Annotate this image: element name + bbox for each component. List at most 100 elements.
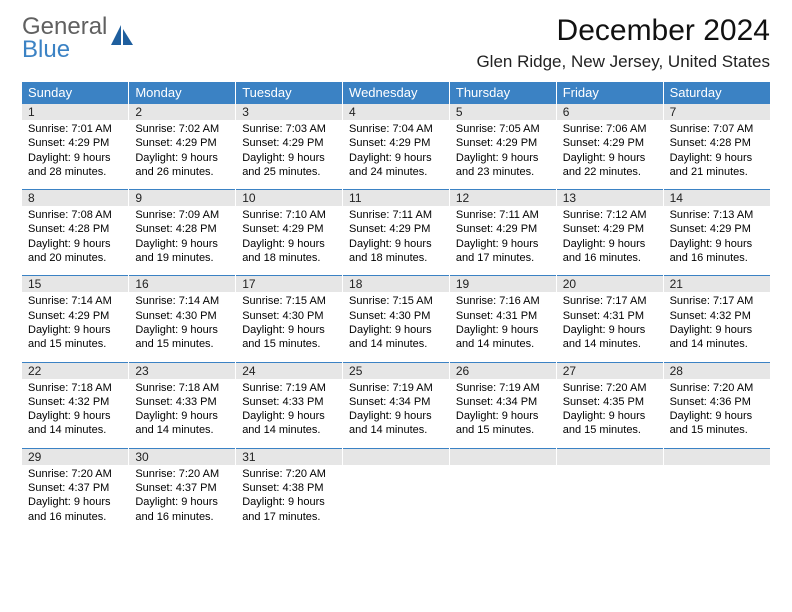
day-number: 26 <box>450 362 556 379</box>
sunrise-line: Sunrise: 7:01 AM <box>28 123 112 135</box>
day-content: Sunrise: 7:17 AM Sunset: 4:31 PM Daylight:… <box>557 292 663 355</box>
calendar-week-row: 15Sunrise: 7:14 AMSunset: 4:29 PMDayligh… <box>22 272 770 358</box>
calendar-cell: 8Sunrise: 7:08 AMSunset: 4:28 PMDaylight… <box>22 186 129 272</box>
day-number: 29 <box>22 448 128 465</box>
location-text: Glen Ridge, New Jersey, United States <box>476 52 770 72</box>
logo-line2: Blue <box>22 39 107 62</box>
weekday-header: Sunday <box>22 82 129 103</box>
calendar-body: 1 Sunrise: 7:01 AM Sunset: 4:29 PM Daylight… <box>22 103 770 531</box>
daylight-line: Daylight: 9 hours and 15 minutes. <box>670 410 753 436</box>
day-number: 1 <box>22 103 128 120</box>
sunrise-line: Sunrise: 7:19 AM <box>242 382 326 394</box>
weekday-header: Monday <box>129 82 236 103</box>
sunrise-line: Sunrise: 7:16 AM <box>456 295 540 307</box>
calendar-cell: 25Sunrise: 7:19 AMSunset: 4:34 PMDayligh… <box>343 359 450 445</box>
day-number: 2 <box>129 103 235 120</box>
daylight-line: Daylight: 9 hours and 26 minutes. <box>135 152 218 178</box>
day-content: Sunrise: 7:19 AMSunset: 4:33 PMDaylight:… <box>236 379 342 442</box>
sunset-line: Sunset: 4:30 PM <box>135 310 216 322</box>
daylight-line: Daylight: 9 hours and 15 minutes. <box>242 324 325 350</box>
daylight-line: Daylight: 9 hours and 21 minutes. <box>670 152 753 178</box>
sunrise-line: Sunrise: 7:09 AM <box>135 209 219 221</box>
calendar-cell: 12Sunrise: 7:11 AMSunset: 4:29 PMDayligh… <box>449 186 556 272</box>
sunrise-line: Sunrise: 7:06 AM <box>563 123 647 135</box>
day-number: 27 <box>557 362 663 379</box>
calendar-cell: 11Sunrise: 7:11 AMSunset: 4:29 PMDayligh… <box>343 186 450 272</box>
sunset-line: Sunset: 4:29 PM <box>456 223 537 235</box>
day-content: Sunrise: 7:15 AMSunset: 4:30 PMDaylight:… <box>343 292 449 355</box>
day-content: Sunrise: 7:14 AMSunset: 4:30 PMDaylight:… <box>129 292 235 355</box>
weekday-header: Friday <box>556 82 663 103</box>
day-content: Sunrise: 7:02 AM Sunset: 4:29 PM Daylight:… <box>129 120 235 183</box>
day-content: Sunrise: 7:05 AMSunset: 4:29 PMDaylight:… <box>450 120 556 183</box>
day-number: 8 <box>22 189 128 206</box>
day-content <box>343 465 449 523</box>
sunrise-line: Sunrise: 7:02 AM <box>135 123 219 135</box>
daylight-line: Daylight: 9 hours and 14 minutes. <box>563 324 646 350</box>
calendar-cell: 27Sunrise: 7:20 AMSunset: 4:35 PMDayligh… <box>556 359 663 445</box>
daylight-line: Daylight: 9 hours and 28 minutes. <box>28 152 111 178</box>
day-number: 13 <box>557 189 663 206</box>
day-number: 15 <box>22 275 128 292</box>
sunrise-line: Sunrise: 7:11 AM <box>349 209 432 221</box>
calendar-cell <box>343 445 450 531</box>
day-content: Sunrise: 7:09 AMSunset: 4:28 PMDaylight:… <box>129 206 235 269</box>
daylight-line: Daylight: 9 hours and 15 minutes. <box>135 324 218 350</box>
day-number <box>343 448 449 465</box>
day-content: Sunrise: 7:14 AMSunset: 4:29 PMDaylight:… <box>22 292 128 355</box>
daylight-line: Daylight: 9 hours and 24 minutes. <box>349 152 432 178</box>
sunrise-line: Sunrise: 7:20 AM <box>135 468 219 480</box>
sunrise-line: Sunrise: 7:12 AM <box>563 209 647 221</box>
calendar-week-row: 8Sunrise: 7:08 AMSunset: 4:28 PMDaylight… <box>22 186 770 272</box>
sunset-line: Sunset: 4:31 PM <box>563 310 644 322</box>
daylight-line: Daylight: 9 hours and 17 minutes. <box>242 496 325 522</box>
daylight-line: Daylight: 9 hours and 16 minutes. <box>28 496 111 522</box>
day-number: 16 <box>129 275 235 292</box>
calendar-cell: 29Sunrise: 7:20 AMSunset: 4:37 PMDayligh… <box>22 445 129 531</box>
calendar-week-row: 22Sunrise: 7:18 AMSunset: 4:32 PMDayligh… <box>22 359 770 445</box>
calendar-cell: 23Sunrise: 7:18 AMSunset: 4:33 PMDayligh… <box>129 359 236 445</box>
weekday-header: Wednesday <box>343 82 450 103</box>
sunset-line: Sunset: 4:30 PM <box>242 310 323 322</box>
daylight-line: Daylight: 9 hours and 15 minutes. <box>456 410 539 436</box>
day-number <box>664 448 770 465</box>
calendar-cell: 15Sunrise: 7:14 AMSunset: 4:29 PMDayligh… <box>22 272 129 358</box>
header: General Blue December 2024 Glen Ridge, N… <box>22 14 770 72</box>
day-content: Sunrise: 7:20 AMSunset: 4:36 PMDaylight:… <box>664 379 770 442</box>
sunset-line: Sunset: 4:38 PM <box>242 482 323 494</box>
day-content <box>450 465 556 523</box>
sunrise-line: Sunrise: 7:14 AM <box>28 295 112 307</box>
sunset-line: Sunset: 4:28 PM <box>135 223 216 235</box>
day-number: 19 <box>450 275 556 292</box>
day-number <box>450 448 556 465</box>
sunset-line: Sunset: 4:37 PM <box>135 482 216 494</box>
day-content: Sunrise: 7:20 AMSunset: 4:35 PMDaylight:… <box>557 379 663 442</box>
sunset-line: Sunset: 4:29 PM <box>135 137 216 149</box>
sunrise-line: Sunrise: 7:04 AM <box>349 123 433 135</box>
daylight-line: Daylight: 9 hours and 18 minutes. <box>349 238 432 264</box>
day-content: Sunrise: 7:15 AM Sunset: 4:30 PM Daylight:… <box>236 292 342 355</box>
calendar-cell: 28Sunrise: 7:20 AMSunset: 4:36 PMDayligh… <box>663 359 770 445</box>
day-content: Sunrise: 7:10 AMSunset: 4:29 PMDaylight:… <box>236 206 342 269</box>
sunrise-line: Sunrise: 7:11 AM <box>456 209 539 221</box>
day-content: Sunrise: 7:11 AMSunset: 4:29 PMDaylight:… <box>343 206 449 269</box>
sunrise-line: Sunrise: 7:20 AM <box>242 468 326 480</box>
sunrise-line: Sunrise: 7:17 AM <box>563 295 647 307</box>
day-number: 11 <box>343 189 449 206</box>
sunrise-line: Sunrise: 7:15 AM <box>242 295 326 307</box>
daylight-line: Daylight: 9 hours and 22 minutes. <box>563 152 646 178</box>
calendar-cell: 5Sunrise: 7:05 AMSunset: 4:29 PMDaylight… <box>449 103 556 186</box>
calendar-cell: 4Sunrise: 7:04 AMSunset: 4:29 PMDaylight… <box>343 103 450 186</box>
day-number: 22 <box>22 362 128 379</box>
day-content: Sunrise: 7:18 AMSunset: 4:33 PMDaylight:… <box>129 379 235 442</box>
sunset-line: Sunset: 4:31 PM <box>456 310 537 322</box>
daylight-line: Daylight: 9 hours and 14 minutes. <box>349 410 432 436</box>
sunset-line: Sunset: 4:29 PM <box>563 137 644 149</box>
calendar-cell: 21Sunrise: 7:17 AMSunset: 4:32 PMDayligh… <box>663 272 770 358</box>
sunset-line: Sunset: 4:33 PM <box>135 396 216 408</box>
day-number <box>557 448 663 465</box>
day-number: 18 <box>343 275 449 292</box>
sunset-line: Sunset: 4:32 PM <box>670 310 751 322</box>
sunset-line: Sunset: 4:28 PM <box>28 223 109 235</box>
title-block: December 2024 Glen Ridge, New Jersey, Un… <box>476 14 770 72</box>
